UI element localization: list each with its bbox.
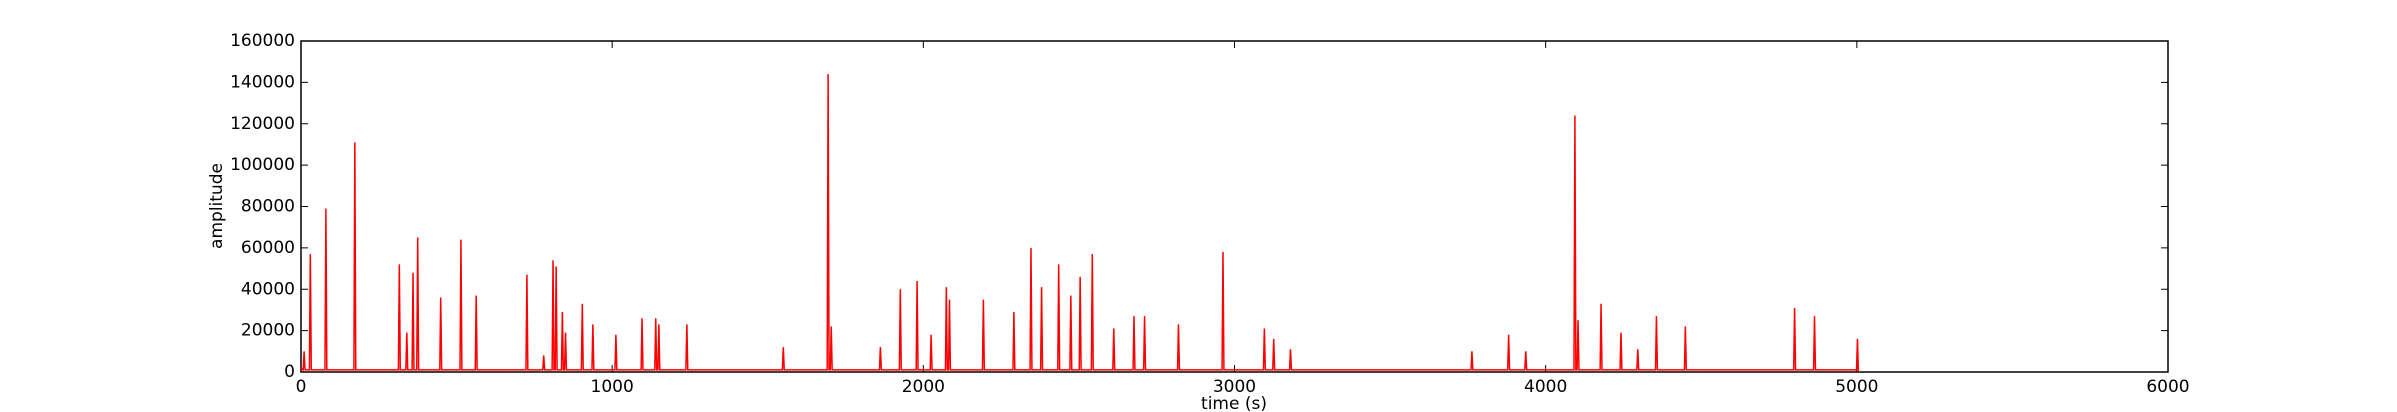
x-tick-label: 1000	[591, 377, 634, 397]
x-tick-label: 3000	[1213, 377, 1256, 397]
x-tick-label: 5000	[1835, 377, 1878, 397]
x-tick-label: 0	[296, 377, 307, 397]
y-tick-label: 80000	[241, 197, 295, 217]
x-tick-label: 2000	[902, 377, 945, 397]
y-tick-label: 160000	[230, 31, 295, 51]
y-tick-label: 0	[284, 362, 295, 382]
y-tick-label: 40000	[241, 279, 295, 299]
y-tick-label: 100000	[230, 155, 295, 175]
y-axis-label: amplitude	[207, 163, 227, 249]
plot-frame	[300, 40, 2169, 373]
x-axis-label: time (s)	[1201, 394, 1267, 412]
y-tick-label: 140000	[230, 72, 295, 92]
x-tick-label: 6000	[2146, 377, 2189, 397]
x-tick-label: 4000	[1524, 377, 1567, 397]
y-tick-label: 20000	[241, 321, 295, 341]
data-line	[300, 74, 1860, 373]
y-tick-label: 120000	[230, 114, 295, 134]
y-tick-label: 60000	[241, 238, 295, 258]
